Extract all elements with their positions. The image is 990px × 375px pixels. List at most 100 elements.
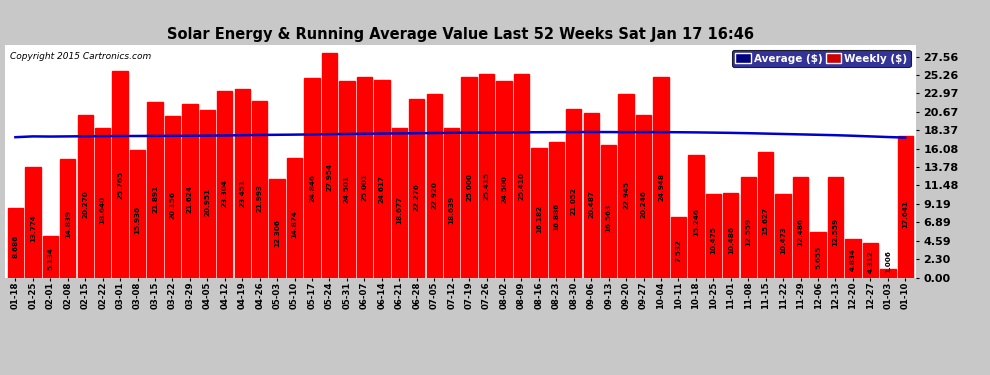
Bar — [461, 77, 477, 278]
Bar — [811, 232, 826, 278]
Bar — [688, 155, 704, 278]
Text: 18.640: 18.640 — [100, 196, 106, 224]
Bar — [583, 113, 599, 278]
Text: 21.891: 21.891 — [152, 184, 158, 213]
Bar — [898, 136, 913, 278]
Text: 25.765: 25.765 — [117, 171, 123, 199]
Text: 25.001: 25.001 — [361, 173, 367, 201]
Bar — [496, 81, 512, 278]
Bar — [653, 78, 668, 278]
Bar — [182, 104, 198, 278]
Text: 20.951: 20.951 — [204, 188, 210, 216]
Text: 15.627: 15.627 — [762, 207, 768, 235]
Text: 12.486: 12.486 — [798, 219, 804, 246]
Text: 21.052: 21.052 — [571, 188, 577, 216]
Bar — [566, 109, 581, 278]
Text: 24.501: 24.501 — [344, 175, 349, 203]
Bar — [8, 208, 23, 278]
Text: 17.641: 17.641 — [902, 200, 908, 228]
Bar — [113, 71, 128, 278]
Text: 13.774: 13.774 — [30, 214, 36, 242]
Bar — [287, 158, 302, 278]
Text: 12.559: 12.559 — [833, 218, 839, 246]
Text: 10.486: 10.486 — [728, 226, 734, 254]
Text: 22.276: 22.276 — [414, 183, 420, 211]
Bar — [43, 236, 58, 278]
Text: 22.945: 22.945 — [623, 181, 629, 209]
Bar — [636, 115, 651, 278]
Text: 23.451: 23.451 — [240, 179, 246, 207]
Text: 21.624: 21.624 — [187, 186, 193, 213]
Bar — [77, 115, 93, 278]
Text: 4.312: 4.312 — [867, 251, 873, 273]
Text: 15.246: 15.246 — [693, 209, 699, 237]
Bar — [269, 179, 285, 278]
Bar — [741, 177, 756, 278]
Text: 7.532: 7.532 — [675, 239, 681, 262]
Legend: Average ($), Weekly ($): Average ($), Weekly ($) — [732, 50, 911, 67]
Text: 14.839: 14.839 — [64, 210, 70, 238]
Text: 24.500: 24.500 — [501, 175, 507, 203]
Bar — [548, 142, 564, 278]
Text: 25.410: 25.410 — [519, 172, 525, 200]
Bar — [148, 102, 162, 278]
Bar — [25, 167, 41, 278]
Bar — [828, 177, 843, 278]
Text: 21.993: 21.993 — [256, 184, 262, 212]
Text: 15.936: 15.936 — [135, 206, 141, 234]
Text: 12.306: 12.306 — [274, 219, 280, 247]
Text: 12.559: 12.559 — [745, 218, 751, 246]
Bar — [601, 145, 617, 278]
Text: 16.563: 16.563 — [606, 204, 612, 232]
Bar — [356, 77, 372, 278]
Bar — [322, 53, 338, 278]
Bar — [880, 269, 896, 278]
Bar — [200, 110, 215, 278]
Text: 5.655: 5.655 — [815, 246, 821, 269]
Bar — [340, 81, 354, 278]
Text: 24.846: 24.846 — [309, 174, 315, 202]
Text: 20.487: 20.487 — [588, 190, 594, 217]
Text: 16.886: 16.886 — [553, 202, 559, 231]
Text: 18.639: 18.639 — [448, 196, 454, 224]
Bar — [723, 194, 739, 278]
Text: 25.000: 25.000 — [466, 173, 472, 201]
Bar — [392, 128, 407, 278]
Text: 23.304: 23.304 — [222, 180, 228, 207]
Bar — [235, 90, 249, 278]
Bar — [252, 101, 267, 278]
Text: 25.415: 25.415 — [483, 172, 489, 200]
Text: 10.473: 10.473 — [780, 226, 786, 254]
Text: 8.686: 8.686 — [13, 234, 19, 258]
Bar — [862, 243, 878, 278]
Bar — [217, 91, 233, 278]
Bar — [758, 152, 773, 278]
Text: 20.156: 20.156 — [169, 191, 175, 219]
Text: 24.617: 24.617 — [379, 175, 385, 202]
Bar — [427, 94, 442, 278]
Text: 22.920: 22.920 — [432, 181, 438, 209]
Text: 14.874: 14.874 — [292, 210, 298, 238]
Bar — [95, 128, 110, 278]
Text: 20.270: 20.270 — [82, 190, 88, 218]
Title: Solar Energy & Running Average Value Last 52 Weeks Sat Jan 17 16:46: Solar Energy & Running Average Value Las… — [167, 27, 753, 42]
Bar — [514, 74, 529, 278]
Bar — [706, 194, 721, 278]
Text: Copyright 2015 Cartronics.com: Copyright 2015 Cartronics.com — [10, 52, 150, 61]
Text: 5.134: 5.134 — [48, 248, 53, 270]
Text: 27.954: 27.954 — [327, 163, 333, 190]
Bar — [304, 78, 320, 278]
Bar — [793, 177, 808, 278]
Bar — [619, 93, 634, 278]
Bar — [374, 80, 389, 278]
Bar — [60, 159, 75, 278]
Bar — [164, 116, 180, 278]
Bar — [479, 74, 494, 278]
Text: 10.475: 10.475 — [711, 226, 717, 254]
Text: 4.834: 4.834 — [850, 249, 856, 272]
Bar — [409, 99, 425, 278]
Bar — [444, 128, 459, 278]
Bar — [845, 239, 860, 278]
Bar — [532, 148, 546, 278]
Text: 1.006: 1.006 — [885, 251, 891, 273]
